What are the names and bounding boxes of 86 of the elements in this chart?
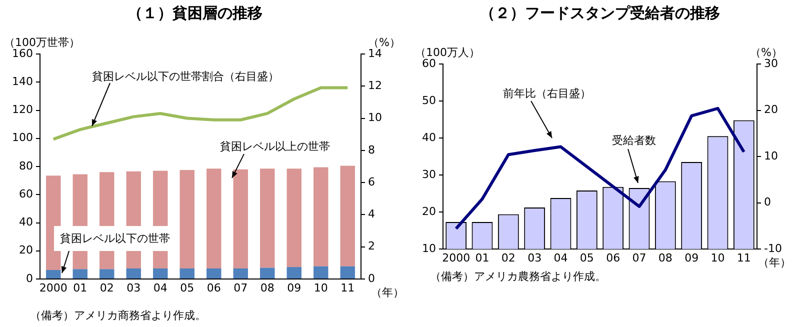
x-tick-label: 2000 [39,281,68,294]
bar [340,166,355,266]
x-tick-label: 05 [580,251,594,264]
y2-axis-title: （%） [750,46,782,59]
x-tick-label: 10 [710,251,725,264]
y2-tick-label: 10 [368,111,382,124]
x-tick-label: 03 [126,281,141,294]
bar [233,169,248,268]
x-tick-label: 02 [501,251,516,264]
x-tick-label: 07 [234,281,248,294]
chart-title: （２）フードスタンプ受給者の推移 [480,4,720,22]
x-axis-title: （年） [758,256,791,269]
y-tick-label: 140 [12,74,33,88]
y-tick-label: 160 [12,46,33,60]
x-tick-label: 06 [206,281,221,294]
y2-tick-label: 0 [764,196,771,209]
text: （備考）アメリカ商務省より作成。 [30,309,206,322]
y2-tick-label: 0 [368,272,375,285]
bar [180,170,194,268]
y-tick-label: 120 [12,103,33,116]
y-tick-label: 100 [12,131,33,144]
text: 貧困レベル以下の世帯 [54,226,176,251]
y-tick-label: 30 [422,168,436,181]
bar [260,168,275,268]
series-label: 貧困レベル以下の世帯割合（右目盛） [92,70,279,83]
x-tick-label: 09 [287,281,302,294]
y-tick-label: 40 [19,216,33,229]
x-tick-label: 08 [658,251,672,264]
x-tick-label: 04 [153,281,168,294]
series-label: 貧困レベル以上の世帯 [220,140,330,153]
x-tick-label: 09 [684,251,699,264]
bar [314,266,328,278]
bar [286,168,302,268]
y2-tick-label: 20 [764,103,778,116]
x-tick-label: 07 [632,251,646,264]
chart-title: （１）貧困層の推移 [128,4,262,22]
y2-tick-label: 30 [764,56,778,70]
x-tick-label: 2000 [442,251,470,264]
y-tick-label: 80 [19,159,33,172]
y2-tick-label: -10 [764,242,782,255]
y-axis-title: （100万人） [415,46,480,59]
text: （備考）アメリカ農務省より作成。 [430,270,606,283]
x-tick-label: 02 [100,281,114,294]
y2-tick-label: 10 [764,149,778,162]
x-tick-label: 08 [260,281,274,294]
bar [100,269,114,278]
x-tick-label: 05 [180,281,194,294]
y2-tick-label: 4 [368,208,375,221]
x-tick-label: 11 [736,251,751,264]
bar [340,266,355,278]
bar [206,268,222,278]
bar [286,267,302,278]
text: 前年比（右目盛） [503,87,591,100]
text: 受給者数 [612,134,656,147]
x-tick-label: 04 [554,251,568,264]
y-tick-label: 60 [422,56,436,70]
y-tick-label: 40 [422,130,436,144]
y-tick-label: 10 [422,242,436,255]
bar [126,268,141,278]
x-tick-label: 06 [606,251,620,264]
x-tick-label: 11 [340,281,355,294]
y2-tick-label: 14 [368,46,382,60]
bar [206,168,222,268]
bar [180,268,194,278]
bar [233,268,248,278]
bar [314,167,328,266]
y-tick-label: 60 [19,187,33,200]
y-tick-label: 0 [26,272,33,285]
x-tick-label: 03 [528,251,542,264]
x-tick-label: 01 [73,281,88,294]
y-tick-label: 20 [422,204,436,218]
y2-tick-label: 8 [368,143,375,156]
bar [72,269,88,278]
bar [153,268,168,278]
y2-tick-label: 12 [368,79,382,92]
x-tick-label: 01 [475,251,490,264]
x-tick-label: 10 [314,281,328,294]
y-tick-label: 50 [422,94,436,107]
x-axis-title: （年） [371,286,404,299]
y2-tick-label: 2 [368,240,375,253]
y2-tick-label: 6 [368,175,375,188]
y-tick-label: 20 [19,244,33,257]
y2-axis-title: （%） [368,36,400,49]
bar [46,270,61,278]
bar [260,268,275,278]
y-axis-title: （100万世帯） [4,36,80,49]
